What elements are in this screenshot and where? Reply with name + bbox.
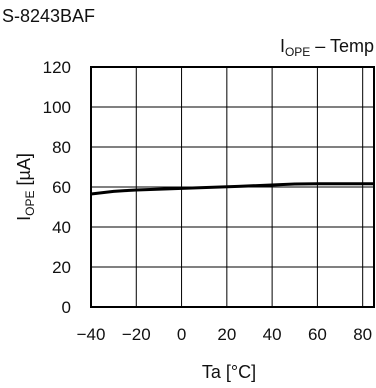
x-tick-labels: −40 −20 0 20 40 60 80 (77, 325, 373, 344)
chart-title-rest: – Temp (310, 36, 374, 56)
x-axis-label: Ta [°C] (202, 362, 256, 382)
chart-title-subscript: OPE (285, 45, 310, 59)
x-tick-label: −20 (122, 325, 151, 344)
chart-title: IOPE – Temp (280, 36, 374, 59)
y-tick-label: 40 (52, 218, 71, 237)
y-tick-label: 100 (43, 98, 71, 117)
y-tick-label: 120 (43, 58, 71, 77)
x-tick-label: 0 (177, 325, 186, 344)
x-tick-label: −40 (77, 325, 106, 344)
x-tick-label: 60 (308, 325, 327, 344)
y-tick-label: 80 (52, 138, 71, 157)
x-tick-label: 80 (353, 325, 372, 344)
y-tick-label: 0 (62, 298, 71, 317)
plot-frame (90, 66, 375, 308)
y-tick-labels: 0 20 40 60 80 100 120 (43, 58, 71, 317)
grid (91, 67, 374, 307)
x-tick-label: 40 (263, 325, 282, 344)
series-line-iope (90, 182, 374, 196)
y-axis-label-main: I (14, 216, 34, 221)
y-axis-label: IOPE [µA] (14, 153, 37, 221)
chart-title-main: I (280, 36, 285, 56)
y-axis-label-rest: [µA] (14, 153, 34, 190)
y-tick-label: 20 (52, 258, 71, 277)
document-title: S-8243BAF (2, 6, 95, 26)
y-axis-label-subscript: OPE (23, 191, 37, 216)
y-tick-label: 60 (52, 178, 71, 197)
x-tick-label: 20 (217, 325, 236, 344)
series-layer (90, 182, 374, 196)
